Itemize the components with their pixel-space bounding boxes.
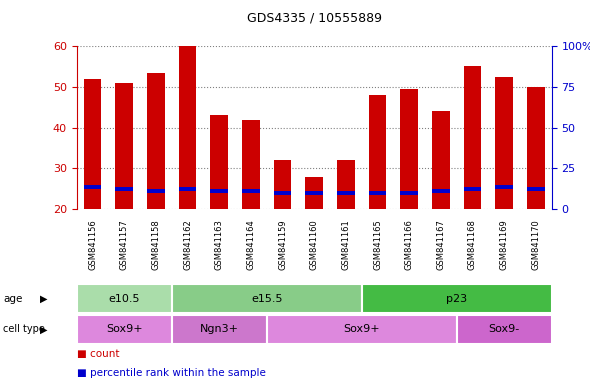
Bar [496, 185, 513, 189]
Text: Ngn3+: Ngn3+ [199, 324, 239, 334]
Text: GSM841168: GSM841168 [468, 219, 477, 270]
Text: Sox9-: Sox9- [489, 324, 520, 334]
Text: GSM841157: GSM841157 [120, 219, 129, 270]
Text: GDS4335 / 10555889: GDS4335 / 10555889 [247, 12, 382, 25]
Text: GSM841170: GSM841170 [532, 219, 540, 270]
Bar [84, 185, 101, 189]
Text: ▶: ▶ [40, 324, 48, 334]
Bar [306, 191, 323, 195]
Text: GSM841161: GSM841161 [342, 219, 350, 270]
Text: GSM841162: GSM841162 [183, 219, 192, 270]
Bar [527, 87, 545, 209]
Text: ■ percentile rank within the sample: ■ percentile rank within the sample [77, 368, 266, 378]
Text: GSM841158: GSM841158 [152, 219, 160, 270]
Bar [274, 191, 291, 195]
Bar [211, 189, 228, 193]
Text: age: age [3, 293, 22, 304]
Bar [274, 161, 291, 209]
Text: GSM841164: GSM841164 [247, 219, 255, 270]
Text: ▶: ▶ [40, 293, 48, 304]
Bar [337, 191, 355, 195]
Bar [369, 95, 386, 209]
Bar [464, 187, 481, 191]
Text: e15.5: e15.5 [251, 293, 283, 304]
Bar [179, 46, 196, 209]
Text: GSM841166: GSM841166 [405, 219, 414, 270]
Text: GSM841156: GSM841156 [88, 219, 97, 270]
Bar [432, 189, 450, 193]
Bar [306, 177, 323, 209]
Bar [147, 73, 165, 209]
Bar [527, 187, 545, 191]
Bar [267, 315, 457, 344]
Text: p23: p23 [446, 293, 467, 304]
Text: e10.5: e10.5 [109, 293, 140, 304]
Bar [116, 83, 133, 209]
Text: Sox9+: Sox9+ [343, 324, 380, 334]
Bar [242, 119, 260, 209]
Text: GSM841167: GSM841167 [437, 219, 445, 270]
Bar [116, 187, 133, 191]
Text: Sox9+: Sox9+ [106, 324, 143, 334]
Bar [77, 315, 172, 344]
Text: GSM841163: GSM841163 [215, 219, 224, 270]
Bar [401, 89, 418, 209]
Bar [369, 191, 386, 195]
Bar [362, 284, 552, 313]
Bar [496, 77, 513, 209]
Bar [172, 284, 362, 313]
Bar [172, 315, 267, 344]
Bar [179, 187, 196, 191]
Text: cell type: cell type [3, 324, 45, 334]
Text: GSM841169: GSM841169 [500, 219, 509, 270]
Bar [401, 191, 418, 195]
Bar [147, 189, 165, 193]
Bar [337, 161, 355, 209]
Text: GSM841165: GSM841165 [373, 219, 382, 270]
Bar [211, 116, 228, 209]
Text: GSM841160: GSM841160 [310, 219, 319, 270]
Bar [457, 315, 552, 344]
Text: GSM841159: GSM841159 [278, 220, 287, 270]
Bar [464, 66, 481, 209]
Bar [77, 284, 172, 313]
Text: ■ count: ■ count [77, 349, 119, 359]
Bar [84, 79, 101, 209]
Bar [432, 111, 450, 209]
Bar [242, 189, 260, 193]
